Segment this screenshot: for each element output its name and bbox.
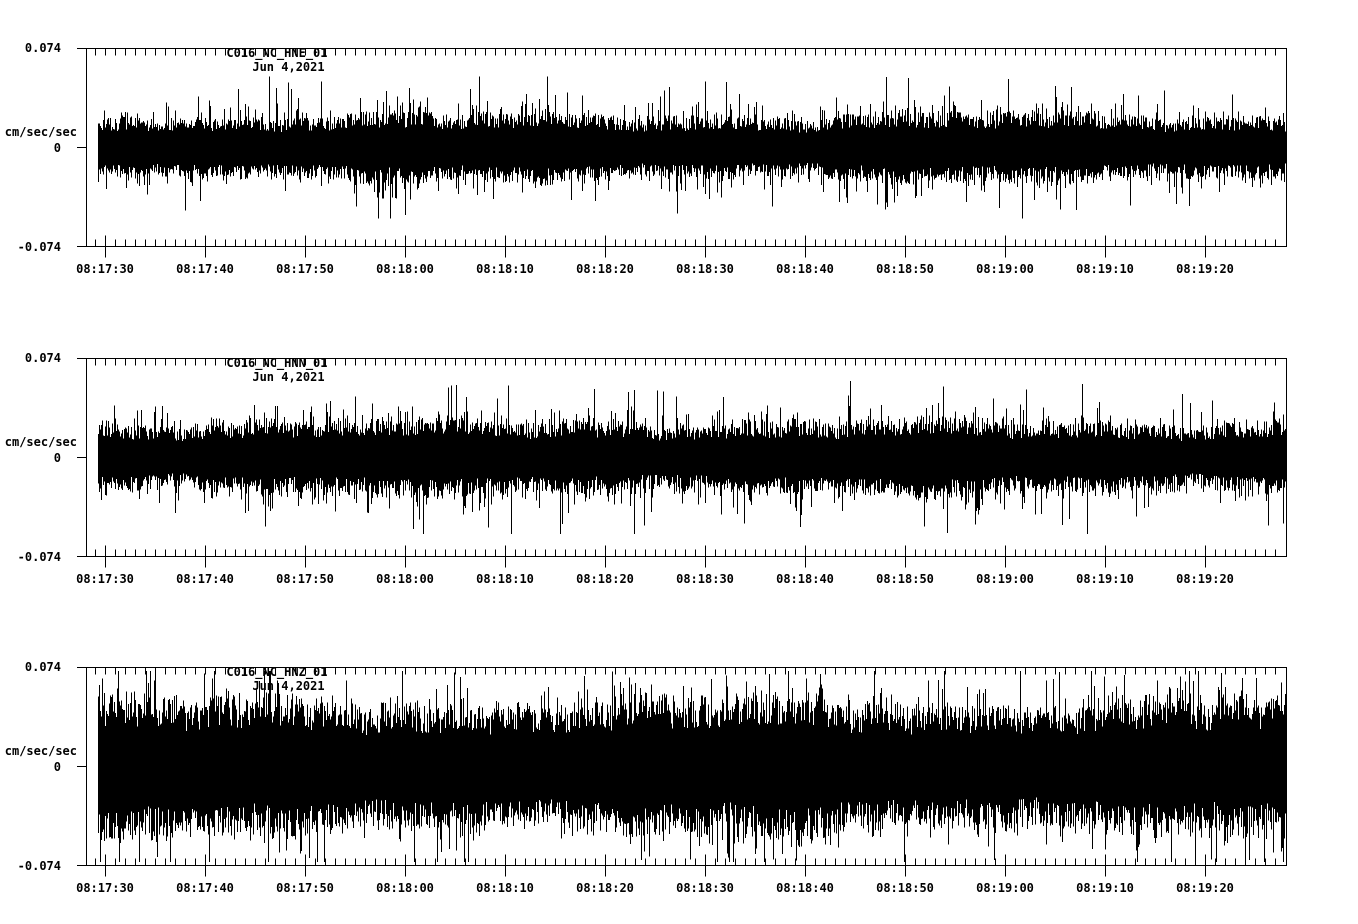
y-zero-label: 0 — [53, 760, 61, 774]
y-min-label: -0.074 — [17, 550, 61, 564]
panel-date: Jun 4,2021 — [252, 679, 325, 693]
y-axis-unit: cm/sec/sec — [4, 435, 77, 449]
x-axis-labels: 08:17:30 08:17:40 08:17:50 08:18:00 08:18:10… — [0, 572, 1358, 588]
waveform-plot — [77, 667, 1287, 877]
axis-ticks — [77, 667, 1276, 877]
x-tick-label: 08:18:30 — [676, 262, 734, 276]
y-min-label: -0.074 — [17, 859, 61, 873]
y-zero-label: 0 — [53, 141, 61, 155]
y-max-label: 0.074 — [24, 41, 61, 55]
x-tick-label: 08:18:30 — [676, 572, 734, 586]
x-axis-labels: 08:17:30 08:17:40 08:17:50 08:18:00 08:18:10… — [0, 262, 1358, 278]
x-tick-label: 08:19:00 — [976, 881, 1034, 895]
waveform-plot — [77, 48, 1287, 258]
axis-ticks — [77, 358, 1276, 568]
x-tick-label: 08:18:00 — [376, 262, 434, 276]
x-tick-label: 08:17:50 — [276, 262, 334, 276]
panel-station-title: C016_NC_HNN_01 — [226, 356, 328, 370]
x-tick-label: 08:18:10 — [476, 262, 534, 276]
x-tick-label: 08:18:30 — [676, 881, 734, 895]
x-tick-label: 08:18:20 — [576, 262, 634, 276]
panel-title-row: C016_NC_HNN_01 Jun 4,2021 — [183, 342, 328, 398]
panel-station-title: C016_NC_HNZ_01 — [226, 665, 328, 679]
x-tick-label: 08:18:00 — [376, 572, 434, 586]
waveform-trace — [98, 76, 1287, 219]
x-tick-label: 08:17:30 — [76, 262, 134, 276]
y-max-label: 0.074 — [24, 351, 61, 365]
waveform-trace — [98, 670, 1287, 863]
x-tick-label: 08:19:10 — [1076, 572, 1134, 586]
x-tick-label: 08:19:10 — [1076, 262, 1134, 276]
x-tick-label: 08:19:20 — [1176, 881, 1234, 895]
x-tick-label: 08:17:30 — [76, 572, 134, 586]
x-tick-label: 08:18:40 — [776, 262, 834, 276]
x-tick-label: 08:17:40 — [176, 262, 234, 276]
x-tick-label: 08:18:10 — [476, 572, 534, 586]
x-tick-label: 08:19:00 — [976, 262, 1034, 276]
y-zero-label: 0 — [53, 451, 61, 465]
x-tick-label: 08:18:20 — [576, 881, 634, 895]
y-axis-unit: cm/sec/sec — [4, 744, 77, 758]
x-tick-label: 08:18:20 — [576, 572, 634, 586]
x-tick-label: 08:18:50 — [876, 881, 934, 895]
axis-ticks — [77, 48, 1276, 258]
x-axis-labels: 08:17:30 08:17:40 08:17:50 08:18:00 08:18:10… — [0, 881, 1358, 897]
waveform-plot — [77, 358, 1287, 568]
y-min-label: -0.074 — [17, 240, 61, 254]
x-tick-label: 08:17:40 — [176, 572, 234, 586]
x-tick-label: 08:18:00 — [376, 881, 434, 895]
x-tick-label: 08:18:50 — [876, 572, 934, 586]
panel-title-row: C016_NC_HNE_01 Jun 4,2021 — [183, 32, 328, 88]
x-tick-label: 08:19:20 — [1176, 262, 1234, 276]
waveform-trace — [98, 381, 1287, 534]
x-tick-label: 08:19:00 — [976, 572, 1034, 586]
x-tick-label: 08:17:40 — [176, 881, 234, 895]
x-tick-label: 08:17:50 — [276, 881, 334, 895]
y-max-label: 0.074 — [24, 660, 61, 674]
x-tick-label: 08:17:50 — [276, 572, 334, 586]
x-tick-label: 08:19:10 — [1076, 881, 1134, 895]
x-tick-label: 08:18:40 — [776, 881, 834, 895]
y-axis-unit: cm/sec/sec — [4, 125, 77, 139]
x-tick-label: 08:18:10 — [476, 881, 534, 895]
x-tick-label: 08:18:50 — [876, 262, 934, 276]
panel-title-row: C016_NC_HNZ_01 Jun 4,2021 — [183, 651, 328, 707]
panel-date: Jun 4,2021 — [252, 370, 325, 384]
x-tick-label: 08:18:40 — [776, 572, 834, 586]
panel-station-title: C016_NC_HNE_01 — [226, 46, 328, 60]
x-tick-label: 08:17:30 — [76, 881, 134, 895]
panel-date: Jun 4,2021 — [252, 60, 325, 74]
x-tick-label: 08:19:20 — [1176, 572, 1234, 586]
